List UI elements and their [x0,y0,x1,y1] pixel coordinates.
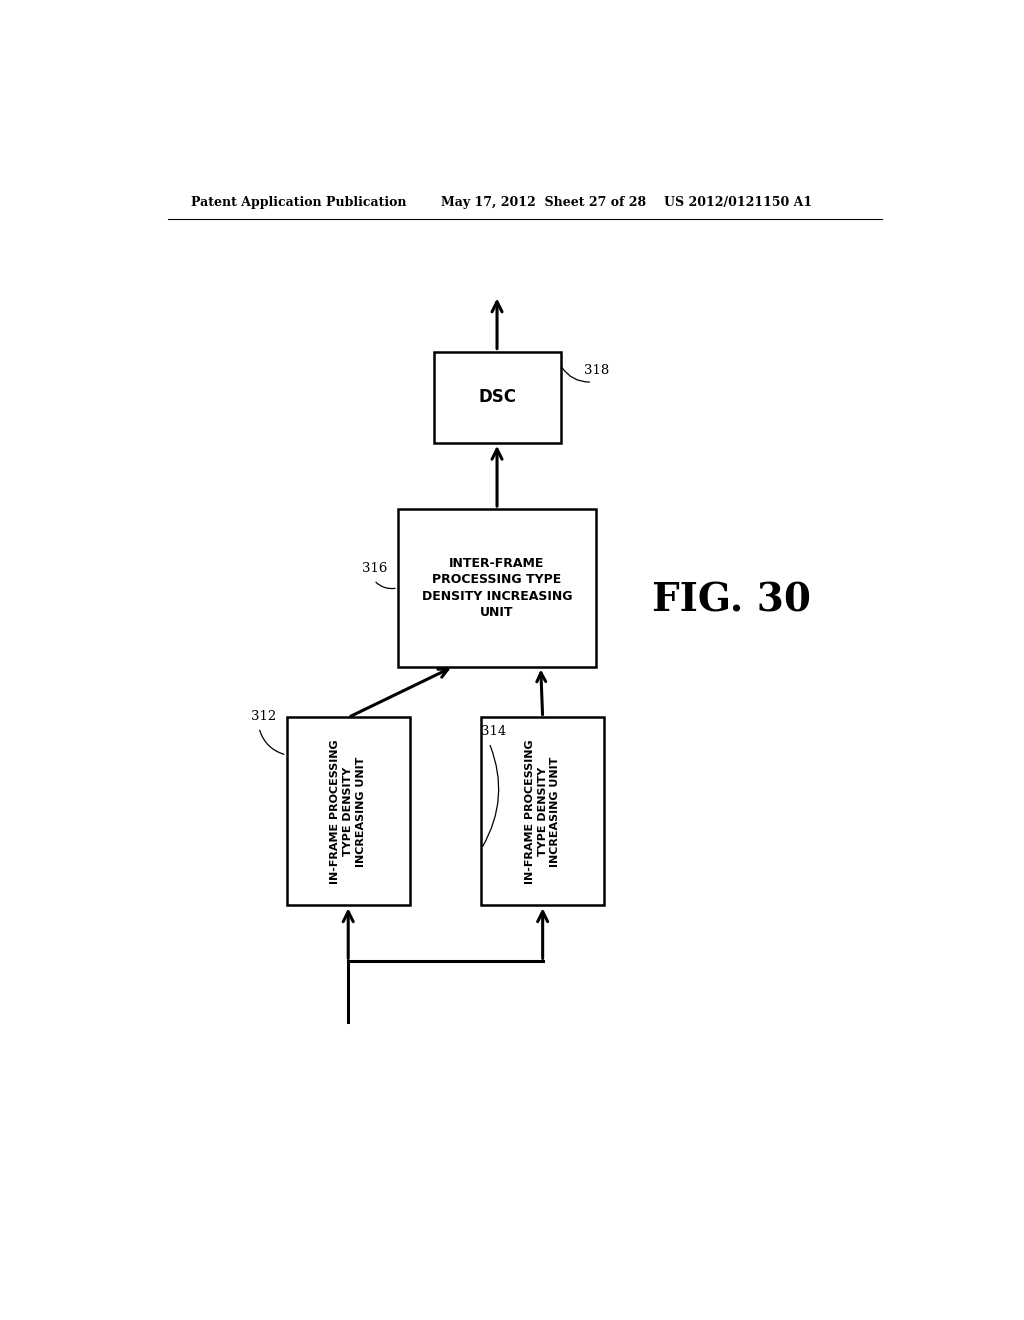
Text: US 2012/0121150 A1: US 2012/0121150 A1 [664,195,812,209]
Bar [433,351,560,444]
Text: Patent Application Publication: Patent Application Publication [191,195,407,209]
Text: INTER-FRAME
PROCESSING TYPE
DENSITY INCREASING
UNIT: INTER-FRAME PROCESSING TYPE DENSITY INCR… [422,557,572,619]
Bar [397,510,596,667]
Text: 318: 318 [585,364,609,378]
Text: FIG. 30: FIG. 30 [651,582,811,619]
Text: May 17, 2012  Sheet 27 of 28: May 17, 2012 Sheet 27 of 28 [441,195,646,209]
Text: 316: 316 [362,562,387,576]
Text: DSC: DSC [478,388,516,407]
Bar [287,718,410,906]
Text: 314: 314 [481,725,507,738]
Bar [481,718,604,906]
Text: IN-FRAME PROCESSING
TYPE DENSITY
INCREASING UNIT: IN-FRAME PROCESSING TYPE DENSITY INCREAS… [331,739,366,884]
Text: IN-FRAME PROCESSING
TYPE DENSITY
INCREASING UNIT: IN-FRAME PROCESSING TYPE DENSITY INCREAS… [525,739,560,884]
Text: 312: 312 [251,710,276,722]
